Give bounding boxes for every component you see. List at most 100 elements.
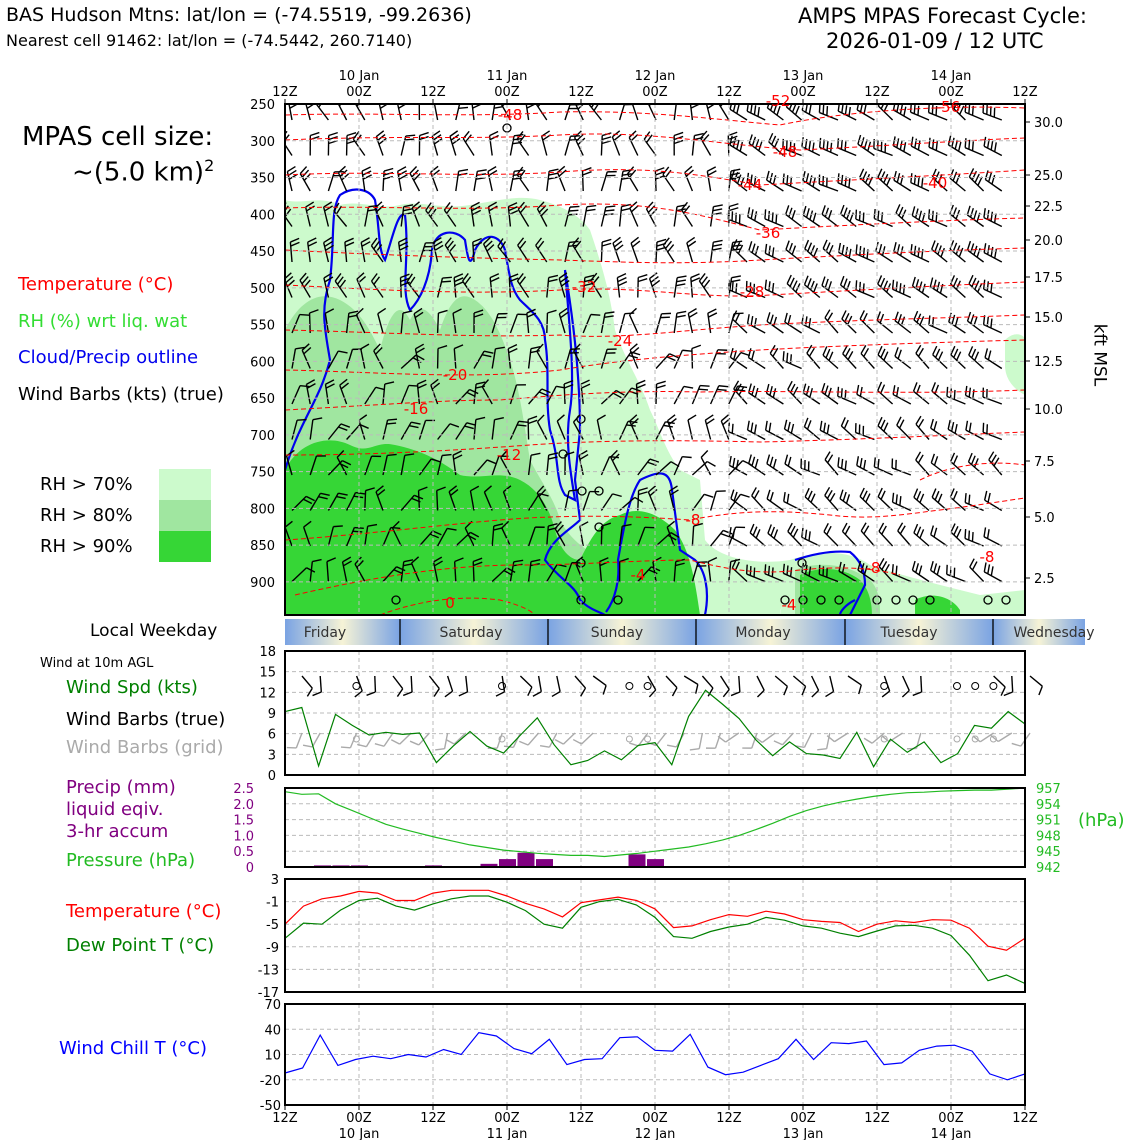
wind-barb — [837, 104, 857, 121]
forecast-cycle-time: 2026-01-09 / 12 UTC — [826, 29, 1044, 53]
wind-barb — [655, 238, 667, 263]
wind-barb — [432, 556, 443, 582]
wind-barb — [637, 487, 648, 511]
wind-barb — [558, 307, 569, 334]
weekday-label: Saturday — [439, 625, 502, 641]
legend-rh70-swatch — [159, 469, 211, 500]
y-tick-label: 1.5 — [233, 814, 254, 829]
bottom-tick-label: 12Z — [716, 1111, 742, 1126]
kft-tick-label: 2.5 — [1034, 572, 1055, 587]
wind-barb — [327, 525, 343, 547]
wind-barb — [285, 520, 293, 547]
contour-label: -48 — [498, 106, 523, 124]
wind-barb — [984, 348, 1003, 370]
wind-barb — [877, 416, 894, 441]
pressure-tick-label: 450 — [250, 245, 275, 260]
precip-label-2: liquid eqiv. — [66, 799, 164, 820]
wind-barb — [730, 675, 741, 697]
calm-marker — [797, 558, 807, 568]
wind-barb — [732, 239, 748, 263]
wind-barb — [551, 675, 561, 698]
wind-barb — [784, 312, 802, 334]
wind-barb — [718, 104, 730, 121]
kft-tick-label: 7.5 — [1034, 455, 1055, 470]
wind-barb — [863, 732, 885, 744]
wind-barb — [691, 522, 703, 547]
wind-barb — [444, 675, 454, 698]
y-tick-label: -17 — [258, 986, 279, 1001]
pressure-tick-label: 650 — [250, 392, 275, 407]
wind-barb — [556, 165, 567, 192]
wind-barb — [839, 204, 857, 228]
wind-barb — [326, 557, 336, 582]
weekday-cell — [845, 619, 993, 645]
wind-barb — [618, 312, 635, 334]
wind-barb — [684, 165, 694, 192]
cell-size-label: MPAS cell size: — [22, 122, 214, 152]
wind-barb — [912, 675, 923, 697]
y-tick-label: 0 — [246, 861, 254, 876]
wind-barb — [546, 168, 559, 192]
weekday-label: Tuesday — [880, 625, 938, 641]
wind-barb — [637, 566, 661, 582]
cross-section-panel: -48-52-48-44 -40-56-36-32 -28-24-20-16-12-… — [284, 92, 1026, 616]
cell-size-exponent: 2 — [204, 156, 215, 175]
wind-barb — [417, 486, 428, 511]
bottom-tick-label: 00Z — [938, 1111, 964, 1126]
top-tick-label: 12Z — [568, 85, 594, 100]
wind-barbs-grid-label: Wind Barbs (grid) — [66, 737, 224, 758]
wind-barb — [838, 561, 857, 583]
calm-marker — [989, 682, 998, 690]
wind-barb — [409, 732, 430, 746]
wind-barb — [437, 423, 460, 440]
wind-barb — [786, 274, 803, 299]
wind-barb — [334, 273, 348, 298]
contour-label: -8 — [686, 511, 701, 529]
contour-label: -36 — [756, 224, 781, 242]
wind-barb — [855, 280, 875, 299]
wind-barb — [837, 138, 857, 157]
wind-barb — [301, 343, 312, 369]
kft-tick-label: 30.0 — [1034, 116, 1063, 131]
wind-barb — [666, 414, 677, 440]
bottom-date-label: 14 Jan — [931, 1127, 972, 1140]
local-weekday-label: Local Weekday — [90, 621, 218, 641]
weekday-cell — [696, 619, 845, 645]
wind-speed-label: Wind Spd (kts) — [66, 677, 198, 698]
wind-barb — [453, 557, 464, 582]
wind-barb — [600, 238, 612, 263]
wind-barb — [773, 732, 794, 746]
wind-barb — [824, 486, 839, 511]
contour-label: -8 — [980, 548, 995, 566]
wind-barb — [532, 675, 542, 697]
wind-barb — [472, 557, 483, 582]
wind-barb — [413, 307, 424, 334]
wind-barb — [501, 520, 512, 547]
wind-barb — [500, 450, 512, 476]
wind-barb — [655, 532, 680, 547]
wind-barb — [691, 384, 710, 405]
y-tick-label: 6 — [268, 728, 276, 743]
wind-barb — [452, 308, 462, 334]
wind-barb — [878, 558, 894, 582]
y-tick-label: -5 — [266, 918, 279, 933]
nearest-cell-subtitle: Nearest cell 91462: lat/lon = (-74.5442,… — [6, 31, 413, 50]
wind-barb — [1003, 675, 1014, 697]
wind-barb — [701, 675, 714, 697]
wind-barb — [877, 345, 894, 370]
wind-barb — [382, 418, 398, 440]
wind-barb — [400, 134, 416, 156]
precip-bar — [499, 859, 516, 867]
wind-barb — [400, 559, 414, 582]
wind-barb — [341, 556, 352, 582]
wind-barb — [990, 732, 1013, 743]
wind-barb — [616, 272, 628, 298]
bottom-tick-label: 00Z — [790, 1111, 816, 1126]
wind-barb — [377, 307, 387, 334]
wind-barb — [891, 564, 912, 583]
wind-barb — [840, 417, 857, 441]
precip-label-1: Precip (mm) — [66, 777, 176, 798]
wind-barb — [473, 309, 484, 334]
wind-barb — [308, 309, 319, 334]
wind-barb — [709, 239, 723, 263]
